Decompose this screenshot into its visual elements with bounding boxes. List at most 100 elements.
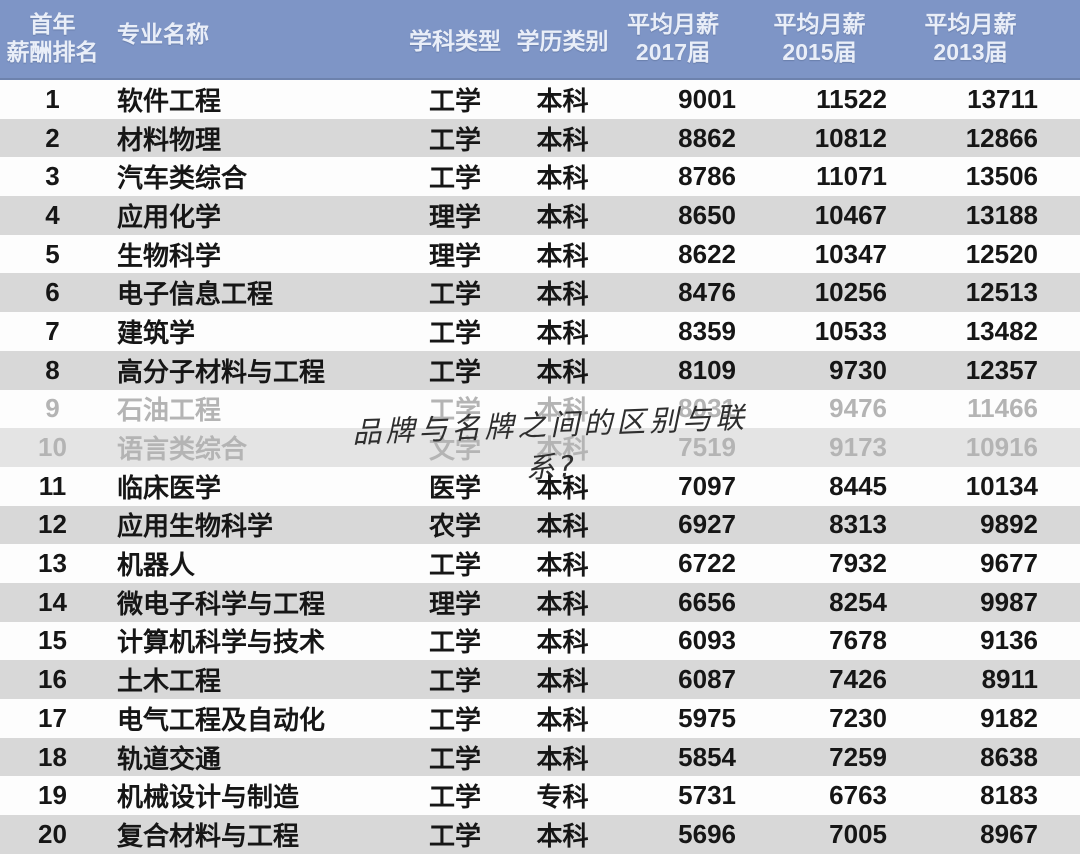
salary-2015-cell: 10256 xyxy=(814,277,887,308)
salary-2013-cell: 9987 xyxy=(980,586,1038,617)
salary-2013-cell: 9182 xyxy=(980,702,1038,733)
salary-2015-cell: 10347 xyxy=(814,238,887,269)
salary-2017-cell: 8786 xyxy=(678,161,736,192)
table-row: 2 材料物理 工学 本科 8862 10812 12866 xyxy=(0,118,1080,158)
rank-cell: 12 xyxy=(38,509,67,540)
subject-cell: 工学 xyxy=(428,743,481,774)
table-row: 5 生物科学 理学 本科 8622 10347 12520 xyxy=(0,234,1080,274)
table-row: 13 机器人 工学 本科 6722 7932 9677 xyxy=(0,544,1080,583)
degree-cell: 本科 xyxy=(536,550,589,581)
rank-cell: 3 xyxy=(45,161,60,192)
salary-2017-cell: 6927 xyxy=(678,509,736,540)
degree-cell: 本科 xyxy=(536,704,589,735)
header-rank-line1: 首年 xyxy=(29,11,76,38)
salary-2015-cell: 11071 xyxy=(816,161,887,192)
salary-2017-cell: 5731 xyxy=(678,780,736,811)
major-cell: 生物科学 xyxy=(117,240,222,271)
salary-2013-cell: 9677 xyxy=(980,548,1038,579)
subject-cell: 工学 xyxy=(428,279,481,310)
major-cell: 汽车类综合 xyxy=(117,163,248,194)
table-row: 7 建筑学 工学 本科 8359 10533 13482 xyxy=(0,312,1080,351)
major-cell: 应用生物科学 xyxy=(117,511,274,542)
rank-cell: 11 xyxy=(38,470,67,501)
salary-2015-cell: 10467 xyxy=(814,199,887,230)
salary-2013-cell: 12520 xyxy=(965,238,1038,269)
salary-2017-cell: 7097 xyxy=(678,470,736,501)
salary-2015-cell: 11522 xyxy=(816,83,887,114)
major-cell: 电子信息工程 xyxy=(117,279,274,310)
salary-2013-cell: 13188 xyxy=(965,199,1038,230)
degree-cell: 本科 xyxy=(536,434,589,465)
salary-2015-cell: 9173 xyxy=(829,432,887,463)
salary-2017-cell: 5975 xyxy=(678,702,736,733)
subject-cell: 农学 xyxy=(428,511,481,542)
header-degree: 学历类别 xyxy=(515,0,610,80)
table-row: 12 应用生物科学 农学 本科 6927 8313 9892 xyxy=(0,505,1080,545)
salary-2017-cell: 8650 xyxy=(678,199,736,230)
degree-cell: 专科 xyxy=(536,782,589,813)
salary-2015-cell: 7259 xyxy=(829,741,887,772)
table-row: 3 汽车类综合 工学 本科 8786 11071 13506 xyxy=(0,157,1080,197)
subject-cell: 工学 xyxy=(428,317,481,348)
degree-cell: 本科 xyxy=(536,743,589,774)
rank-cell: 9 xyxy=(45,393,60,424)
salary-2015-cell: 6763 xyxy=(829,780,887,811)
header-degree-label: 学历类别 xyxy=(516,28,609,54)
salary-2013-cell: 10916 xyxy=(965,432,1038,463)
major-cell: 石油工程 xyxy=(117,395,222,426)
major-cell: 建筑学 xyxy=(117,317,196,348)
degree-cell: 本科 xyxy=(536,124,589,155)
salary-2017-cell: 6656 xyxy=(678,586,736,617)
salary-2017-cell: 7519 xyxy=(678,432,736,463)
subject-cell: 理学 xyxy=(428,201,481,232)
major-cell: 土木工程 xyxy=(117,666,222,697)
rank-cell: 8 xyxy=(45,354,60,385)
header-salary-2013: 平均月薪 2013届 xyxy=(903,0,1080,80)
subject-cell: 工学 xyxy=(428,395,481,426)
table-row: 17 电气工程及自动化 工学 本科 5975 7230 9182 xyxy=(0,699,1080,738)
major-cell: 临床医学 xyxy=(117,472,222,503)
salary-2017-cell: 8476 xyxy=(678,277,736,308)
table-row: 11 临床医学 医学 本科 7097 8445 10134 xyxy=(0,466,1080,506)
major-cell: 机器人 xyxy=(117,550,196,581)
salary-2017-cell: 8862 xyxy=(678,122,736,153)
salary-2015-cell: 8254 xyxy=(829,586,887,617)
salary-2013-cell: 12866 xyxy=(965,122,1038,153)
salary-2015-cell: 7932 xyxy=(829,548,887,579)
header-salary-2013-label: 平均月薪 xyxy=(924,11,1017,38)
degree-cell: 本科 xyxy=(536,279,589,310)
salary-2015-cell: 7230 xyxy=(829,702,887,733)
table-row: 16 土木工程 工学 本科 6087 7426 8911 xyxy=(0,660,1080,699)
subject-cell: 工学 xyxy=(428,356,481,387)
salary-2015-cell: 7678 xyxy=(829,625,887,656)
rank-cell: 14 xyxy=(38,586,67,617)
salary-2017-cell: 6093 xyxy=(678,625,736,656)
header-subject: 学科类型 xyxy=(395,0,515,80)
subject-cell: 工学 xyxy=(428,704,481,735)
header-salary-2017-cohort: 2017届 xyxy=(635,39,711,65)
salary-2017-cell: 5854 xyxy=(678,741,736,772)
header-salary-2013-cohort: 2013届 xyxy=(933,39,1008,65)
salary-2015-cell: 8445 xyxy=(829,470,887,501)
table-row: 4 应用化学 理学 本科 8650 10467 13188 xyxy=(0,196,1080,235)
salary-2013-cell: 12513 xyxy=(965,277,1038,308)
salary-2013-cell: 13482 xyxy=(965,315,1038,346)
rank-cell: 10 xyxy=(38,432,67,463)
header-salary-2017: 平均月薪 2017届 xyxy=(610,0,752,80)
table-row: 18 轨道交通 工学 本科 5854 7259 8638 xyxy=(0,737,1080,777)
subject-cell: 工学 xyxy=(428,627,481,658)
header-salary-2015-label: 平均月薪 xyxy=(773,11,866,38)
table-row: 9 石油工程 工学 本科 8031 9476 11466 xyxy=(0,389,1080,429)
rank-cell: 7 xyxy=(45,315,60,346)
table-row: 14 微电子科学与工程 理学 本科 6656 8254 9987 xyxy=(0,582,1080,622)
header-row: 首年 薪酬排名 专业名称 学科类型 学历类别 平均月薪 2017届 xyxy=(0,0,1080,80)
salary-2015-cell: 10533 xyxy=(814,315,887,346)
major-cell: 微电子科学与工程 xyxy=(117,588,326,619)
major-cell: 电气工程及自动化 xyxy=(117,704,326,735)
salary-2015-cell: 8313 xyxy=(829,509,887,540)
rank-cell: 5 xyxy=(45,238,60,269)
major-cell: 机械设计与制造 xyxy=(117,782,300,813)
rank-cell: 13 xyxy=(38,548,67,579)
rank-cell: 1 xyxy=(45,83,60,114)
